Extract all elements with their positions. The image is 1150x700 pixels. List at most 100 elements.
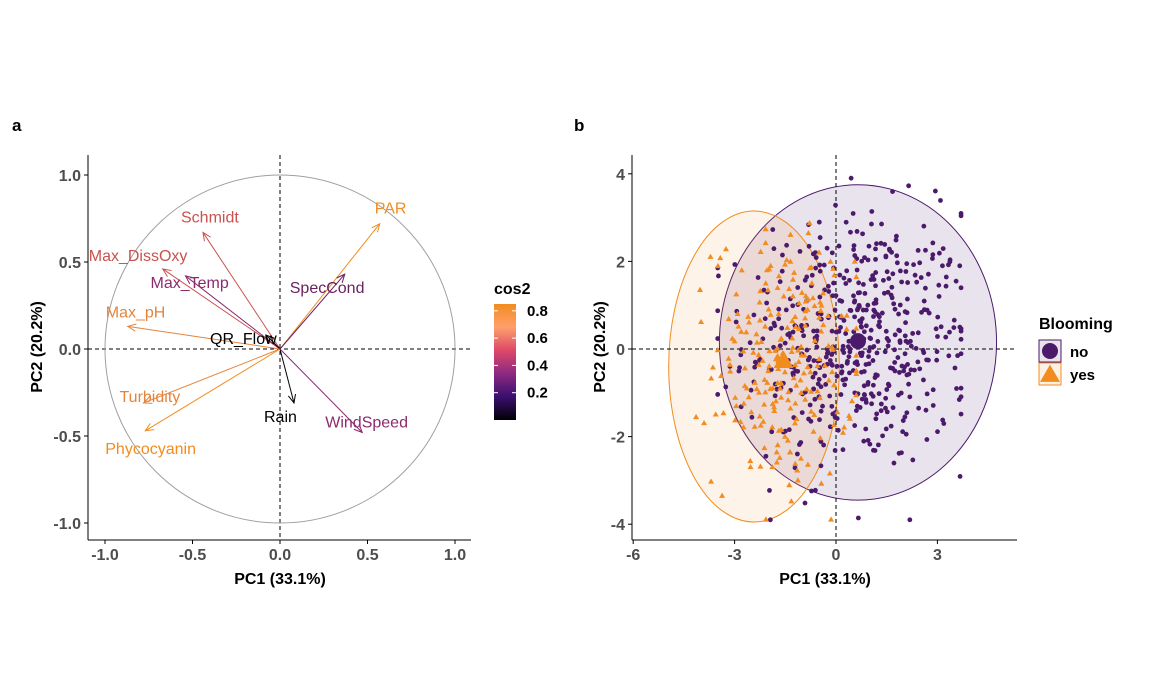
point-no (894, 253, 900, 259)
point-yes (714, 347, 721, 353)
point-no (906, 183, 912, 189)
point-yes (825, 377, 832, 383)
point-no (779, 268, 785, 274)
point-no (946, 262, 951, 268)
point-yes (830, 265, 837, 271)
point-yes (778, 379, 785, 386)
point-no (907, 394, 913, 400)
y-tick-label: -1.0 (53, 516, 81, 533)
point-yes (853, 273, 860, 280)
point-no (868, 327, 874, 333)
point-yes (814, 362, 821, 369)
point-no (938, 324, 944, 330)
point-no (912, 272, 918, 278)
point-no (823, 381, 829, 387)
arrow-head (161, 268, 172, 277)
point-yes (745, 394, 752, 400)
variable-label: Rain (264, 409, 297, 426)
point-yes (792, 313, 799, 319)
point-no (733, 319, 739, 325)
point-no (784, 242, 790, 248)
point-no (841, 318, 847, 323)
point-no (892, 360, 898, 365)
point-no (886, 276, 892, 281)
point-yes (789, 344, 796, 350)
arrow-shaft (144, 348, 281, 432)
point-no (904, 261, 910, 267)
point-no (840, 343, 846, 349)
point-yes (818, 328, 825, 334)
point-no (903, 269, 909, 274)
point-no (918, 275, 924, 280)
point-no (920, 347, 926, 353)
point-no (868, 336, 874, 341)
point-yes (802, 308, 809, 314)
point-yes (827, 258, 834, 264)
point-no (806, 243, 812, 249)
point-yes (788, 348, 795, 355)
arrow-head (142, 396, 153, 404)
point-yes (762, 226, 769, 232)
point-no (930, 387, 936, 393)
point-no (833, 329, 839, 335)
point-no (878, 408, 884, 414)
point-yes (787, 405, 794, 411)
point-yes (750, 349, 757, 355)
point-no (748, 387, 754, 393)
point-no (958, 326, 964, 332)
point-yes (796, 300, 803, 306)
point-yes (719, 492, 726, 498)
point-yes (853, 392, 860, 398)
point-no (807, 402, 813, 408)
point-no (953, 278, 959, 284)
point-yes (756, 299, 763, 305)
point-yes (778, 394, 785, 400)
point-no (903, 431, 909, 437)
point-no (899, 363, 905, 369)
point-no (926, 271, 931, 277)
point-no (771, 246, 777, 252)
point-no (913, 345, 919, 351)
point-yes (708, 478, 715, 484)
point-no (892, 306, 898, 312)
point-no (935, 334, 940, 339)
point-no (934, 357, 940, 363)
point-yes (816, 394, 823, 401)
point-yes (727, 368, 734, 374)
point-no (799, 410, 805, 416)
point-no (877, 319, 882, 325)
x-tick-label: -1.0 (91, 547, 119, 564)
point-yes (717, 254, 724, 261)
point-yes (792, 420, 799, 426)
point-no (869, 221, 874, 227)
arrow-shaft (202, 232, 281, 350)
point-no (854, 229, 860, 234)
point-no (893, 237, 899, 243)
point-no (904, 410, 910, 416)
point-no (779, 325, 785, 331)
point-no (851, 293, 856, 299)
point-no (871, 314, 876, 319)
point-no (829, 403, 835, 409)
point-yes (798, 389, 805, 395)
point-yes (732, 417, 739, 423)
point-yes (802, 293, 809, 299)
point-no (855, 307, 860, 313)
point-no (932, 188, 938, 194)
point-no (879, 310, 885, 316)
point-yes (794, 477, 801, 483)
point-no (889, 284, 895, 290)
point-no (884, 269, 890, 275)
point-yes (802, 315, 809, 321)
point-no (818, 463, 824, 469)
point-no (952, 365, 958, 371)
point-no (842, 382, 848, 388)
point-no (946, 353, 952, 359)
point-no (808, 418, 814, 424)
point-yes (791, 269, 798, 275)
point-no (767, 517, 773, 523)
point-no (935, 429, 940, 435)
arrow-head (144, 423, 155, 432)
point-no (851, 299, 857, 305)
